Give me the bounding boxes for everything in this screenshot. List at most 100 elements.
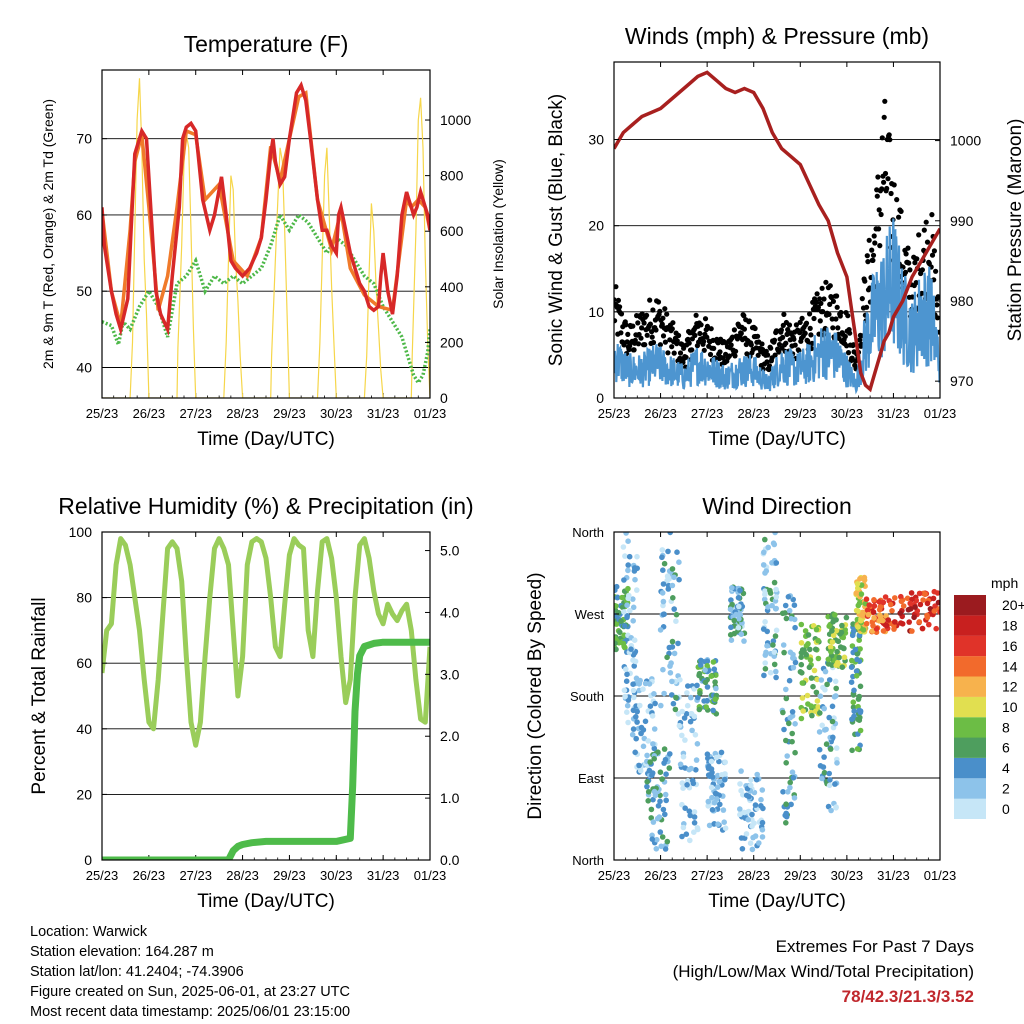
x-tick-label: 01/23 (414, 406, 447, 421)
direction-point (855, 585, 861, 591)
direction-point (648, 815, 654, 821)
gust-point (776, 341, 783, 348)
gust-point (807, 325, 813, 331)
direction-point (625, 567, 631, 574)
direction-point (819, 775, 825, 782)
direction-point (650, 796, 656, 803)
direction-point (783, 810, 789, 817)
direction-point (762, 666, 769, 672)
direction-point (659, 554, 665, 561)
direction-point (827, 644, 834, 650)
gust-point (738, 330, 744, 336)
direction-point (769, 560, 775, 566)
direction-point (853, 673, 860, 679)
gust-point (902, 269, 909, 275)
direction-point (855, 696, 862, 702)
direction-point (728, 624, 734, 631)
direction-point (815, 704, 821, 710)
direction-point (829, 703, 836, 710)
gust-point (882, 170, 889, 177)
gust-point (792, 342, 798, 348)
y2-tick-label: 980 (950, 293, 974, 309)
direction-point (624, 613, 630, 619)
direction-point (853, 590, 859, 596)
direction-point (649, 713, 656, 719)
y2-tick-label: 400 (440, 279, 464, 295)
direction-point (820, 764, 827, 770)
direction-point (614, 635, 618, 642)
y-tick-label: 40 (76, 359, 92, 375)
colorbar-label: 12 (1002, 679, 1018, 695)
direction-point (826, 714, 832, 721)
direction-point (789, 730, 795, 737)
gust-point (752, 325, 758, 332)
direction-point (702, 679, 709, 686)
gust-point (791, 336, 797, 342)
direction-point (821, 754, 827, 760)
direction-point (800, 708, 806, 714)
gust-point (778, 327, 785, 333)
direction-point (645, 789, 652, 795)
direction-point (789, 709, 796, 715)
gust-point (755, 333, 761, 339)
direction-point (651, 756, 657, 762)
gust-point (933, 268, 939, 274)
direction-point (636, 680, 642, 686)
gust-point (882, 98, 888, 104)
direction-point (933, 625, 939, 632)
direction-point (714, 796, 720, 802)
plot-area (102, 536, 430, 860)
y-tick-label: 10 (588, 304, 604, 320)
direction-point (722, 759, 728, 765)
direction-point (684, 702, 691, 709)
colorbar-swatch (954, 635, 986, 657)
direction-point (634, 553, 640, 560)
y2-tick-label: 600 (440, 223, 464, 239)
x-axis-label: Time (Day/UTC) (197, 429, 335, 450)
direction-point (689, 727, 695, 734)
gust-point (898, 208, 904, 214)
direction-point (632, 576, 638, 583)
direction-point (762, 570, 768, 576)
direction-point (876, 599, 882, 605)
gust-point (677, 350, 684, 356)
direction-point (709, 774, 716, 780)
direction-point (759, 819, 766, 826)
direction-point (785, 594, 792, 600)
gust-point (874, 193, 880, 199)
direction-point (680, 754, 687, 760)
gust-point (817, 296, 823, 302)
direction-point (644, 783, 650, 790)
gust-point (834, 293, 840, 299)
direction-point (649, 836, 656, 842)
direction-point (626, 553, 633, 560)
direction-point (822, 668, 829, 675)
gust-point (923, 219, 929, 225)
direction-point (737, 587, 743, 594)
direction-point (798, 654, 804, 660)
y-tick-label: 30 (588, 132, 604, 148)
direction-point (658, 843, 664, 850)
gust-point (647, 321, 654, 327)
x-tick-label: 27/23 (179, 868, 212, 883)
direction-point (931, 608, 938, 614)
direction-point (856, 637, 862, 643)
direction-point (661, 746, 668, 752)
direction-point (670, 700, 677, 707)
direction-point (821, 705, 827, 712)
gust-point (728, 342, 734, 348)
direction-point (733, 611, 739, 618)
direction-point (645, 738, 651, 744)
direction-point (760, 626, 767, 632)
y-tick-label: 0 (596, 390, 604, 406)
direction-point (907, 600, 913, 607)
gust-point (644, 332, 650, 338)
y-tick-label: 40 (76, 721, 92, 737)
direction-point (783, 737, 789, 744)
direction-point (691, 713, 698, 720)
gust-point (618, 311, 625, 317)
direction-point (932, 603, 938, 609)
direction-point (761, 672, 767, 679)
direction-point (696, 670, 703, 677)
direction-point (676, 559, 682, 565)
